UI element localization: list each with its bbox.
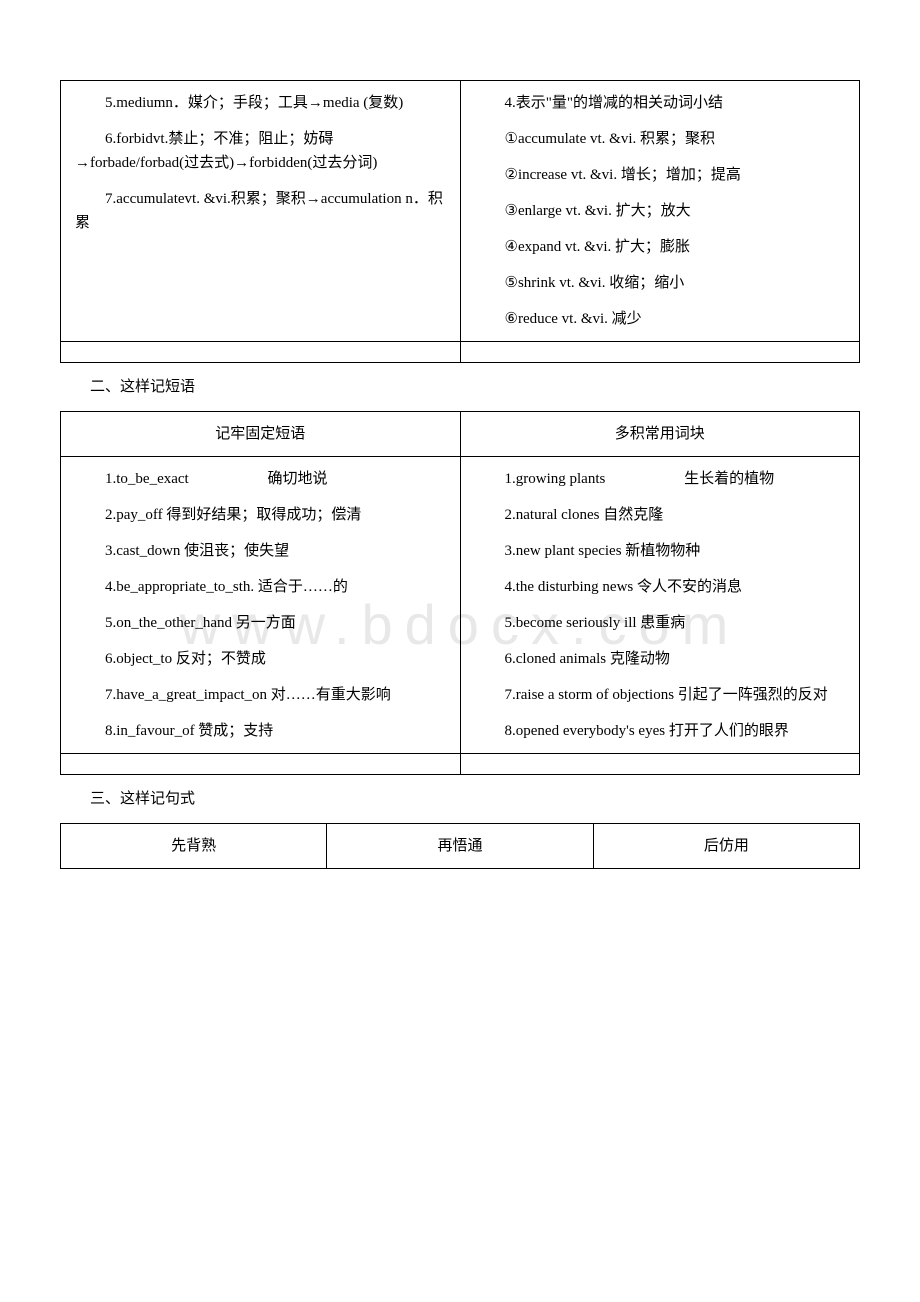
vocab-item: 5.mediumn．媒介；手段；工具→media (复数)	[75, 91, 446, 115]
sentence-header-1: 先背熟	[61, 824, 327, 869]
phrase-header-left: 记牢固定短语	[61, 412, 461, 457]
phrase-item: 3.new plant species 新植物物种	[475, 539, 846, 563]
table1-right-cell: 4.表示"量"的增减的相关动词小结 ①accumulate vt. &vi. 积…	[460, 81, 860, 342]
vocab-item: ②increase vt. &vi. 增长；增加；提高	[475, 163, 846, 187]
phrase-item: 5.become seriously ill 患重病	[475, 611, 846, 635]
phrase-header-right: 多积常用词块	[460, 412, 860, 457]
table1-left-cell: 5.mediumn．媒介；手段；工具→media (复数) 6.forbidvt…	[61, 81, 461, 342]
phrase-item: 7.raise a storm of objections 引起了一阵强烈的反对	[475, 683, 846, 707]
phrase-item: 4.be_appropriate_to_sth. 适合于……的	[75, 575, 446, 599]
phrase-right-cell: 1.growing plants 生长着的植物 2.natural clones…	[460, 457, 860, 754]
phrase-item: 5.on_the_other_hand 另一方面	[75, 611, 446, 635]
section2-title: 二、这样记短语	[60, 375, 860, 399]
sentence-header-3: 后仿用	[593, 824, 859, 869]
phrase-item: 1.growing plants 生长着的植物	[475, 467, 846, 491]
phrase-table: 记牢固定短语 多积常用词块 1.to_be_exact 确切地说 2.pay_o…	[60, 411, 860, 775]
sentence-header-2: 再悟通	[327, 824, 593, 869]
phrase-item: 4.the disturbing news 令人不安的消息	[475, 575, 846, 599]
empty-cell	[61, 342, 461, 363]
vocab-group-header: 4.表示"量"的增减的相关动词小结	[475, 91, 846, 115]
phrase-item: 2.natural clones 自然克隆	[475, 503, 846, 527]
phrase-item: 7.have_a_great_impact_on 对……有重大影响	[75, 683, 446, 707]
phrase-item: 6.object_to 反对；不赞成	[75, 647, 446, 671]
phrase-left-cell: 1.to_be_exact 确切地说 2.pay_off 得到好结果；取得成功；…	[61, 457, 461, 754]
phrase-item: 8.in_favour_of 赞成；支持	[75, 719, 446, 743]
vocab-item: ⑥reduce vt. &vi. 减少	[475, 307, 846, 331]
vocab-item: ④expand vt. &vi. 扩大；膨胀	[475, 235, 846, 259]
phrase-item: 3.cast_down 使沮丧；使失望	[75, 539, 446, 563]
vocab-item: ①accumulate vt. &vi. 积累；聚积	[475, 127, 846, 151]
section3-title: 三、这样记句式	[60, 787, 860, 811]
vocab-item: 6.forbidvt.禁止；不准；阻止；妨碍→forbade/forbad(过去…	[75, 127, 446, 175]
sentence-table: 先背熟 再悟通 后仿用	[60, 823, 860, 869]
empty-cell	[460, 342, 860, 363]
empty-cell	[61, 754, 461, 775]
phrase-item: 2.pay_off 得到好结果；取得成功；偿清	[75, 503, 446, 527]
empty-cell	[460, 754, 860, 775]
vocab-table-1: 5.mediumn．媒介；手段；工具→media (复数) 6.forbidvt…	[60, 80, 860, 363]
vocab-item: ③enlarge vt. &vi. 扩大；放大	[475, 199, 846, 223]
phrase-item: 6.cloned animals 克隆动物	[475, 647, 846, 671]
phrase-item: 1.to_be_exact 确切地说	[75, 467, 446, 491]
vocab-item: 7.accumulatevt. &vi.积累；聚积→accumulation n…	[75, 187, 446, 235]
vocab-item: ⑤shrink vt. &vi. 收缩；缩小	[475, 271, 846, 295]
phrase-item: 8.opened everybody's eyes 打开了人们的眼界	[475, 719, 846, 743]
